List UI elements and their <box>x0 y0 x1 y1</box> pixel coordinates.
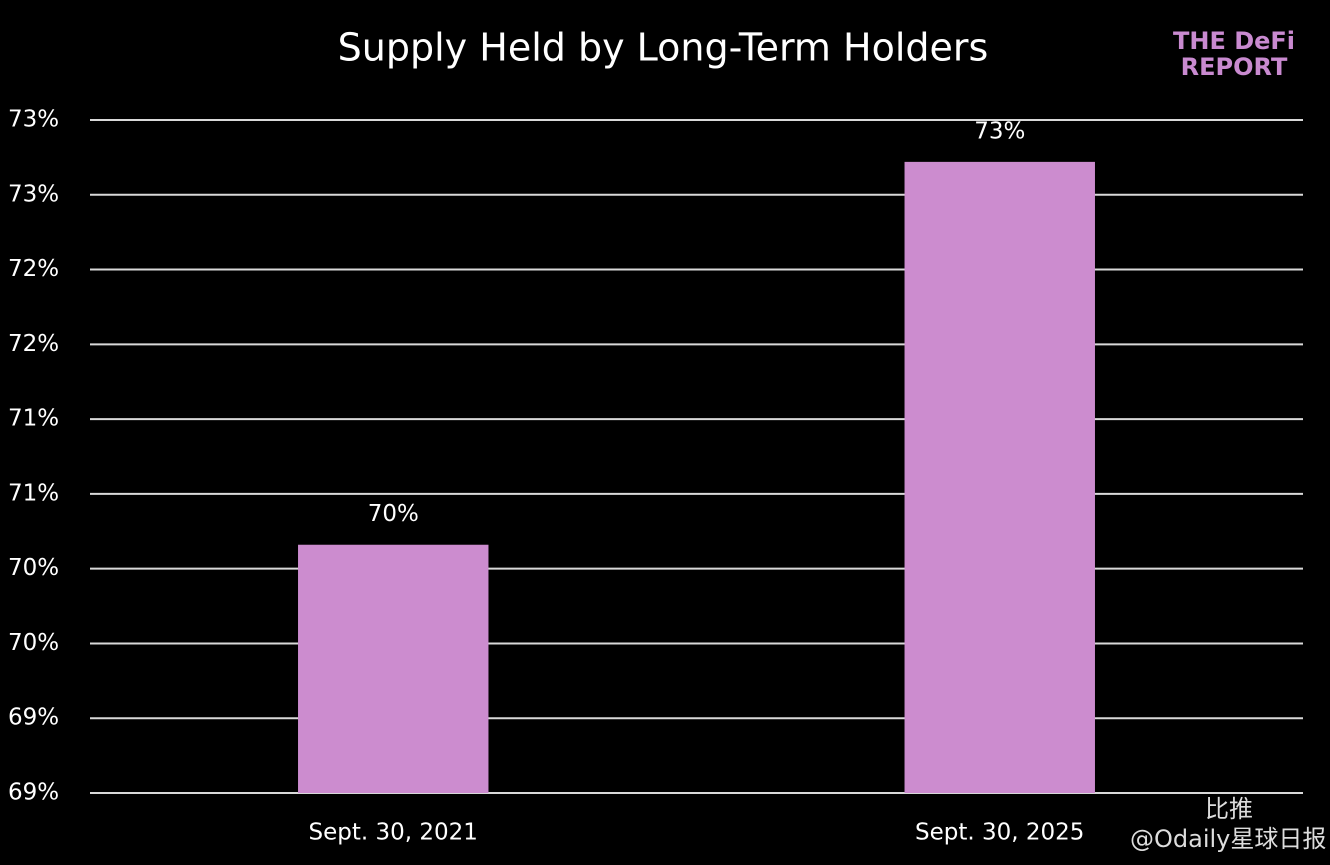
x-tick-label: Sept. 30, 2025 <box>915 820 1084 846</box>
y-tick-label: 71% <box>8 480 59 506</box>
y-tick-label: 72% <box>8 331 59 357</box>
logo-line: THE DeFi <box>1173 27 1295 55</box>
logo-line: REPORT <box>1181 53 1288 81</box>
bar <box>904 161 1095 793</box>
y-tick-label: 70% <box>8 630 59 656</box>
y-tick-label: 69% <box>8 780 59 806</box>
value-label: 70% <box>368 501 419 527</box>
y-tick-label: 69% <box>8 705 59 731</box>
y-tick-label: 71% <box>8 406 59 432</box>
value-label: 73% <box>974 118 1025 144</box>
watermark: 比推 <box>1205 795 1253 823</box>
y-tick-label: 72% <box>8 256 59 282</box>
watermark: @Odaily星球日报 <box>1130 825 1326 853</box>
bar <box>298 544 489 793</box>
y-tick-label: 73% <box>8 107 59 133</box>
y-tick-label: 73% <box>8 181 59 207</box>
y-tick-label: 70% <box>8 555 59 581</box>
chart-title: Supply Held by Long-Term Holders <box>338 26 989 70</box>
x-tick-label: Sept. 30, 2021 <box>309 820 478 846</box>
